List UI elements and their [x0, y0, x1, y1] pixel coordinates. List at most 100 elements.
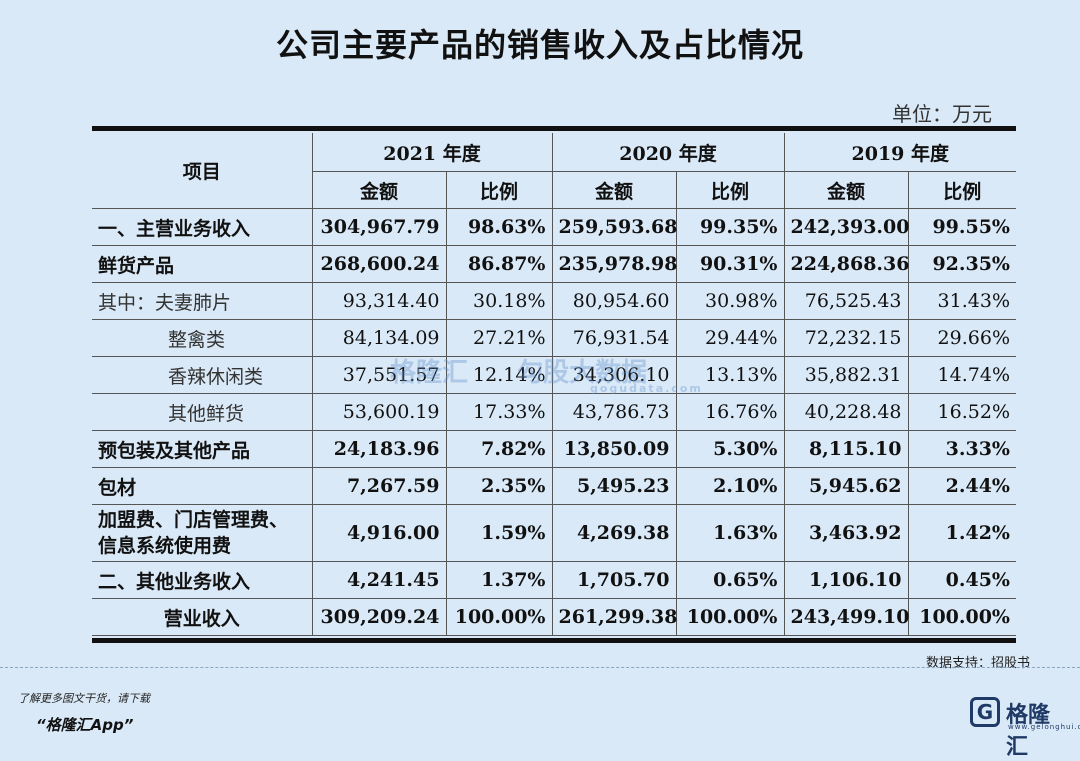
amount-cell: 224,868.36: [783, 245, 910, 283]
amount-cell: 235,978.98: [551, 245, 678, 283]
row-label: 整禽类: [92, 319, 313, 357]
brand-logo: G 格隆汇 www.gelonghui.com: [970, 693, 1080, 760]
table-top-rule: [92, 126, 1016, 131]
logo-mark-icon: G: [970, 697, 1000, 727]
ratio-cell: 14.74%: [907, 356, 1016, 394]
amount-cell: 3,463.92: [783, 504, 909, 562]
unit-label: 单位：万元: [892, 102, 992, 126]
ratio-cell: 2.35%: [445, 467, 553, 505]
ratio-cell: 2.10%: [675, 467, 785, 505]
year-header-2020: 2020 年度: [551, 133, 785, 172]
table-row: 鲜货产品 268,600.24 86.87% 235,978.98 90.31% 224,…: [92, 245, 1016, 283]
ratio-cell: 90.31%: [675, 245, 785, 283]
amount-cell: 268,600.24: [311, 245, 447, 283]
ratio-cell: 1.63%: [675, 504, 785, 562]
amount-cell: 40,228.48: [783, 393, 909, 431]
amount-header: 金额: [312, 171, 447, 209]
ratio-cell: 31.43%: [907, 282, 1016, 320]
amount-cell: 24,183.96: [311, 430, 447, 468]
amount-cell: 8,115.10: [783, 430, 909, 468]
item-header: 项目: [92, 133, 313, 209]
ratio-cell: 0.45%: [907, 561, 1016, 599]
row-label: 其他鲜货: [92, 393, 313, 431]
amount-cell: 43,786.73: [551, 393, 677, 431]
amount-header: 金额: [551, 171, 677, 209]
table-row: 营业收入 309,209.24 100.00% 261,299.38 100.00% 24…: [92, 598, 1016, 636]
revenue-table: 项目 2021 年度 2020 年度 2019 年度 金额 比例 金额 比例 金…: [92, 133, 1016, 636]
ratio-cell: 5.30%: [675, 430, 785, 468]
ratio-header: 比例: [445, 171, 553, 209]
ratio-cell: 12.14%: [445, 356, 553, 394]
ratio-cell: 0.65%: [675, 561, 785, 599]
logo-url: www.gelonghui.com: [1008, 723, 1080, 731]
ratio-cell: 29.66%: [907, 319, 1016, 357]
ratio-cell: 99.55%: [907, 208, 1016, 246]
amount-cell: 309,209.24: [311, 598, 447, 636]
amount-cell: 4,241.45: [311, 561, 447, 599]
table-body: 一、主营业务收入 304,967.79 98.63% 259,593.68 99.35%…: [92, 208, 1016, 636]
amount-cell: 80,954.60: [551, 282, 677, 320]
year-header-2021: 2021 年度: [311, 133, 553, 172]
footer-divider: [0, 667, 1080, 668]
ratio-cell: 86.87%: [445, 245, 553, 283]
table-row: 包材 7,267.59 2.35% 5,495.23 2.10% 5,945.62 2.44…: [92, 467, 1016, 505]
table-row: 一、主营业务收入 304,967.79 98.63% 259,593.68 99.35%…: [92, 208, 1016, 246]
promo-line-1: 了解更多图文干货，请下载: [18, 692, 150, 705]
amount-cell: 261,299.38: [551, 598, 678, 636]
ratio-cell: 100.00%: [675, 598, 785, 636]
ratio-cell: 98.63%: [445, 208, 553, 246]
amount-cell: 93,314.40: [311, 282, 447, 320]
row-label: 香辣休闲类: [92, 356, 313, 394]
table-bottom-rule: [92, 638, 1016, 643]
table-row: 其中：夫妻肺片 93,314.40 30.18% 80,954.60 30.98% 76,…: [92, 282, 1016, 320]
ratio-cell: 1.59%: [445, 504, 553, 562]
amount-cell: 4,269.38: [551, 504, 677, 562]
amount-cell: 1,705.70: [551, 561, 677, 599]
amount-cell: 13,850.09: [551, 430, 677, 468]
ratio-cell: 16.52%: [907, 393, 1016, 431]
page-title: 公司主要产品的销售收入及占比情况: [275, 26, 804, 64]
amount-cell: 259,593.68: [551, 208, 678, 246]
row-label: 一、主营业务收入: [92, 208, 313, 246]
row-label: 包材: [92, 467, 313, 505]
ratio-cell: 100.00%: [907, 598, 1016, 636]
table-row: 加盟费、门店管理费、信息系统使用费 4,916.00 1.59% 4,269.38 1.…: [92, 504, 1016, 562]
amount-cell: 35,882.31: [783, 356, 909, 394]
source-note: 数据支持：招股书: [925, 656, 1030, 671]
year-header-2019: 2019 年度: [783, 133, 1016, 172]
amount-cell: 304,967.79: [311, 208, 447, 246]
amount-cell: 76,931.54: [551, 319, 677, 357]
amount-cell: 34,306.10: [551, 356, 677, 394]
amount-cell: 1,106.10: [783, 561, 909, 599]
ratio-cell: 30.98%: [675, 282, 785, 320]
ratio-cell: 3.33%: [907, 430, 1016, 468]
table-row: 其他鲜货 53,600.19 17.33% 43,786.73 16.76% 40,228…: [92, 393, 1016, 431]
ratio-header: 比例: [675, 171, 785, 209]
amount-header: 金额: [783, 171, 909, 209]
ratio-cell: 29.44%: [675, 319, 785, 357]
table-row: 预包装及其他产品 24,183.96 7.82% 13,850.09 5.30% 8,11…: [92, 430, 1016, 468]
header-row-sub: 金额 比例 金额 比例 金额 比例: [92, 171, 1016, 209]
ratio-cell: 1.37%: [445, 561, 553, 599]
ratio-cell: 99.35%: [675, 208, 785, 246]
amount-cell: 84,134.09: [311, 319, 447, 357]
amount-cell: 5,945.62: [783, 467, 909, 505]
table-row: 整禽类 84,134.09 27.21% 76,931.54 29.44% 72,232.…: [92, 319, 1016, 357]
table-row: 香辣休闲类 37,551.57 12.14% 34,306.10 13.13% 35,88…: [92, 356, 1016, 394]
row-label: 营业收入: [92, 598, 313, 636]
amount-cell: 76,525.43: [783, 282, 909, 320]
ratio-cell: 16.76%: [675, 393, 785, 431]
row-label: 鲜货产品: [92, 245, 313, 283]
header-row-years: 项目 2021 年度 2020 年度 2019 年度: [92, 133, 1016, 209]
ratio-cell: 100.00%: [445, 598, 553, 636]
amount-cell: 4,916.00: [311, 504, 447, 562]
amount-cell: 72,232.15: [783, 319, 909, 357]
ratio-cell: 17.33%: [445, 393, 553, 431]
row-label: 二、其他业务收入: [92, 561, 313, 599]
ratio-cell: 2.44%: [907, 467, 1016, 505]
ratio-cell: 1.42%: [907, 504, 1016, 562]
amount-cell: 53,600.19: [311, 393, 447, 431]
ratio-cell: 30.18%: [445, 282, 553, 320]
ratio-cell: 92.35%: [907, 245, 1016, 283]
ratio-cell: 7.82%: [445, 430, 553, 468]
